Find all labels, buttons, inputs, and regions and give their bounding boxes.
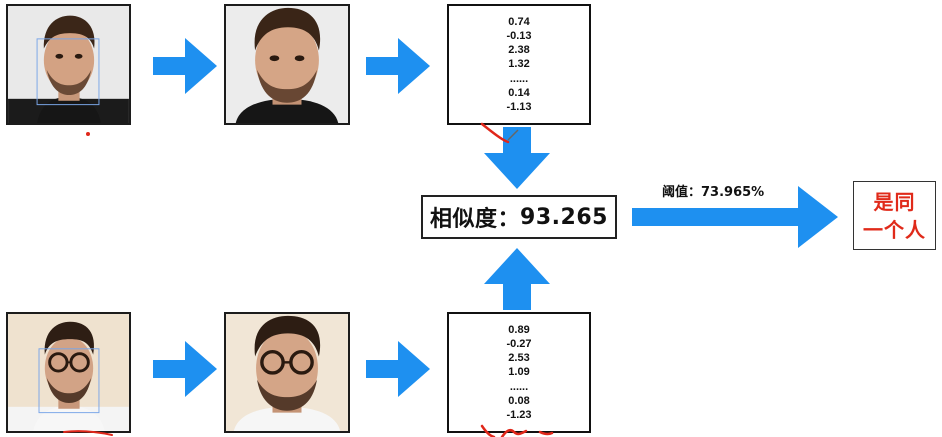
vector-value: -1.13 xyxy=(506,101,532,113)
man-face-portrait-icon xyxy=(8,6,129,123)
result-line-2: 一个人 xyxy=(863,217,926,242)
vector-value: 0.74 xyxy=(508,15,530,28)
vector-value: 1.32 xyxy=(508,58,530,71)
vector-value: 0.89 xyxy=(508,323,530,336)
vector-value: 0.14 xyxy=(508,86,530,99)
bottom-feature-vector: 0.89 -0.27 2.53 1.09 ...... 0.08 -1.23 xyxy=(447,312,591,433)
annotation-dot xyxy=(86,132,90,136)
man-face-portrait-icon xyxy=(226,6,348,123)
top-aligned-photo xyxy=(224,4,350,125)
similarity-box: 相似度： 93.265 xyxy=(421,195,617,239)
annotation-stroke xyxy=(480,122,510,144)
similarity-value: 93.265 xyxy=(520,204,608,230)
bottom-aligned-photo xyxy=(224,312,350,433)
threshold-value: 73.965% xyxy=(701,185,765,200)
vector-ellipsis: ...... xyxy=(509,380,529,393)
vector-value: -0.27 xyxy=(506,337,532,350)
arrow-right-icon xyxy=(153,341,217,397)
arrow-down-icon xyxy=(484,127,550,189)
annotation-stroke xyxy=(63,430,113,436)
bottom-original-photo xyxy=(6,312,131,433)
annotation-stroke xyxy=(500,428,528,437)
vector-value: -0.13 xyxy=(506,29,532,42)
man-with-glasses-portrait-icon xyxy=(8,314,129,431)
annotation-stroke xyxy=(480,424,496,437)
cursor-pointer-icon xyxy=(507,129,519,141)
vector-ellipsis: ...... xyxy=(509,72,529,85)
vector-value: -1.23 xyxy=(506,409,532,421)
man-with-glasses-portrait-icon xyxy=(226,314,348,431)
arrow-right-icon xyxy=(366,38,430,94)
vector-value: 1.09 xyxy=(508,366,530,379)
result-line-1: 是同 xyxy=(873,189,916,214)
threshold-label-text: 阈值： xyxy=(662,185,702,200)
vector-value: 2.38 xyxy=(508,44,530,57)
top-feature-vector: 0.74 -0.13 2.38 1.32 ...... 0.14 -1.13 xyxy=(447,4,591,125)
arrow-up-icon xyxy=(484,248,550,310)
vector-value: 0.08 xyxy=(508,394,530,407)
threshold-label: 阈值：73.965% xyxy=(662,181,764,200)
arrow-right-icon xyxy=(366,341,430,397)
vector-value: 2.53 xyxy=(508,352,530,365)
similarity-label: 相似度： xyxy=(430,207,521,232)
arrow-right-long-icon xyxy=(632,186,838,248)
arrow-right-icon xyxy=(153,38,217,94)
result-box: 是同 一个人 xyxy=(853,181,936,250)
top-original-photo xyxy=(6,4,131,125)
annotation-stroke xyxy=(538,430,554,436)
